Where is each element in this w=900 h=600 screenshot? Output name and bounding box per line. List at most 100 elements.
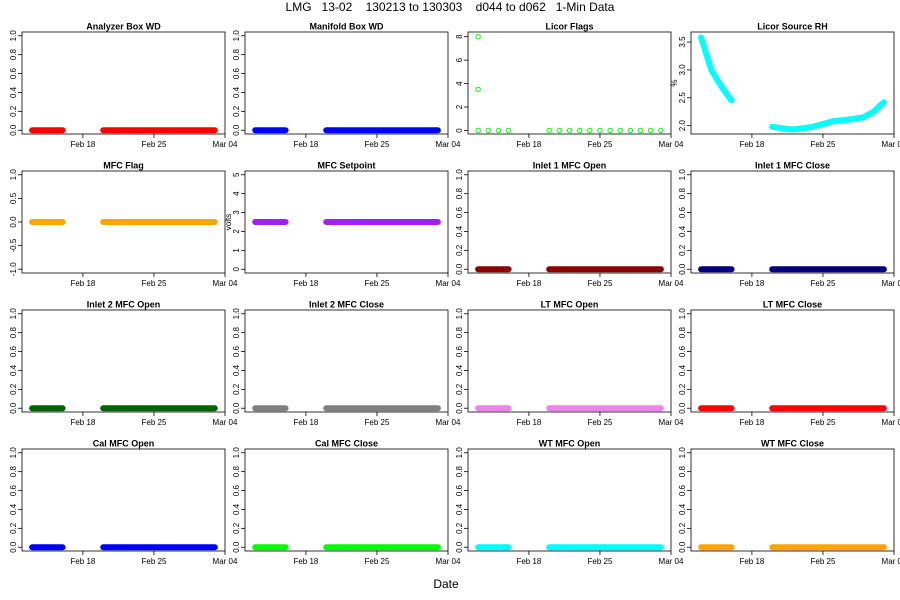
y-tick-label: 1 <box>232 248 241 253</box>
x-tick-label: Mar 04 <box>882 140 900 149</box>
x-tick-label: Mar 04 <box>213 140 238 149</box>
x-tick-label: Feb 25 <box>141 140 166 149</box>
y-tick-label: 0.0 <box>232 541 241 553</box>
x-tick-label: Mar 04 <box>659 140 684 149</box>
x-tick-label: Feb 25 <box>141 418 166 427</box>
y-tick-label: 0.6 <box>678 345 687 357</box>
y-tick-label: 1.0 <box>9 308 18 320</box>
y-tick-label: 3.0 <box>678 64 687 76</box>
x-tick-label: Feb 25 <box>587 140 612 149</box>
x-tick-label: Mar 04 <box>436 140 461 149</box>
y-tick-label: 0.4 <box>455 225 464 237</box>
data-line <box>698 34 887 133</box>
y-tick-label: 0.8 <box>678 466 687 478</box>
x-tick-label: Feb 25 <box>810 140 835 149</box>
plot-frame <box>21 309 226 413</box>
x-tick-label: Mar 04 <box>213 279 238 288</box>
y-tick-label: 0.0 <box>9 402 18 414</box>
x-tick-label: Feb 25 <box>587 418 612 427</box>
data-point <box>485 127 491 134</box>
y-tick-label: 1.0 <box>232 308 241 320</box>
x-axis-label: Date <box>433 577 459 591</box>
data-point <box>495 127 502 134</box>
y-tick-label: 3.5 <box>678 36 687 48</box>
plot-frame <box>690 448 895 552</box>
y-tick-label: 0.8 <box>455 466 464 478</box>
y-tick-label: 0.2 <box>232 105 241 117</box>
y-tick-label: 1.0 <box>232 447 241 459</box>
plot-frame <box>690 309 895 413</box>
y-tick-label: 2 <box>232 229 241 234</box>
y-tick-label: 0 <box>455 128 464 133</box>
y-tick-label: 0.2 <box>232 383 241 395</box>
panel-title: MFC Setpoint <box>318 160 376 170</box>
x-tick-label: Feb 25 <box>810 418 835 427</box>
page-title: LMG 13-02 130213 to 130303 d044 to d062 … <box>286 0 615 14</box>
y-tick-label: 1.0 <box>9 447 18 459</box>
y-tick-label: 0.0 <box>678 541 687 553</box>
data-point <box>556 127 563 134</box>
panel-title: Licor Source RH <box>757 21 828 31</box>
data-point <box>475 33 481 40</box>
panel-title: Licor Flags <box>545 21 593 31</box>
y-tick-label: 0.0 <box>9 216 18 228</box>
x-tick-label: Feb 18 <box>293 140 318 149</box>
y-tick-label: 6 <box>455 57 464 62</box>
y-tick-label: 0.0 <box>455 263 464 275</box>
y-tick-label: 0 <box>232 266 241 271</box>
x-tick-label: Feb 25 <box>587 557 612 566</box>
y-tick-label: 0.2 <box>455 383 464 395</box>
y-tick-label: 0.5 <box>9 192 18 204</box>
y-tick-label: 0.0 <box>232 124 241 136</box>
y-tick-label: 0.4 <box>232 364 241 376</box>
x-tick-label: Mar 04 <box>436 418 461 427</box>
y-tick-label: 0.8 <box>455 327 464 339</box>
plot-frame <box>467 170 672 274</box>
panel-title: Inlet 2 MFC Close <box>309 299 384 309</box>
plot-frame <box>244 31 449 135</box>
y-tick-label: 0.8 <box>232 49 241 61</box>
x-tick-label: Feb 18 <box>70 279 95 288</box>
x-tick-label: Feb 18 <box>293 418 318 427</box>
plot-frame <box>21 448 226 552</box>
x-tick-label: Feb 25 <box>364 418 389 427</box>
panel-title: WT MFC Open <box>539 438 601 448</box>
y-tick-label: 1.0 <box>455 169 464 181</box>
x-tick-label: Feb 18 <box>739 140 764 149</box>
y-tick-label: 0.4 <box>232 86 241 98</box>
y-tick-label: 1.0 <box>678 169 687 181</box>
y-tick-label: 0.0 <box>678 402 687 414</box>
data-point <box>566 127 573 134</box>
y-tick-label: 0.4 <box>455 364 464 376</box>
y-tick-label: 1.0 <box>678 308 687 320</box>
plot-frame <box>467 309 672 413</box>
y-tick-label: 0.4 <box>678 225 687 237</box>
y-tick-label: 0.0 <box>455 541 464 553</box>
plot-frame <box>467 31 672 135</box>
plot-frame <box>467 448 672 552</box>
y-tick-label: 0.2 <box>9 522 18 534</box>
y-tick-label: 0.6 <box>678 206 687 218</box>
y-tick-label: 0.6 <box>9 345 18 357</box>
x-tick-label: Feb 18 <box>293 279 318 288</box>
x-tick-label: Mar 04 <box>659 418 684 427</box>
plot-frame <box>244 170 449 274</box>
y-tick-label: 0.2 <box>678 522 687 534</box>
x-tick-label: Feb 18 <box>293 557 318 566</box>
panel-title: LT MFC Open <box>541 299 599 309</box>
panel-title: Cal MFC Open <box>93 438 155 448</box>
y-axis-label: volts <box>224 214 233 230</box>
x-tick-label: Mar 04 <box>659 279 684 288</box>
y-tick-label: 0.0 <box>232 402 241 414</box>
y-tick-label: 0.8 <box>9 49 18 61</box>
y-tick-label: 0.2 <box>9 383 18 395</box>
panel-title: Analyzer Box WD <box>86 21 161 31</box>
y-tick-label: 1.0 <box>678 447 687 459</box>
y-tick-label: 1.0 <box>9 30 18 42</box>
y-tick-label: 0.2 <box>455 522 464 534</box>
x-tick-label: Feb 18 <box>739 557 764 566</box>
x-tick-label: Feb 18 <box>516 418 541 427</box>
panel-title: LT MFC Close <box>763 299 822 309</box>
y-tick-label: 5 <box>232 172 241 177</box>
x-tick-label: Feb 18 <box>70 140 95 149</box>
